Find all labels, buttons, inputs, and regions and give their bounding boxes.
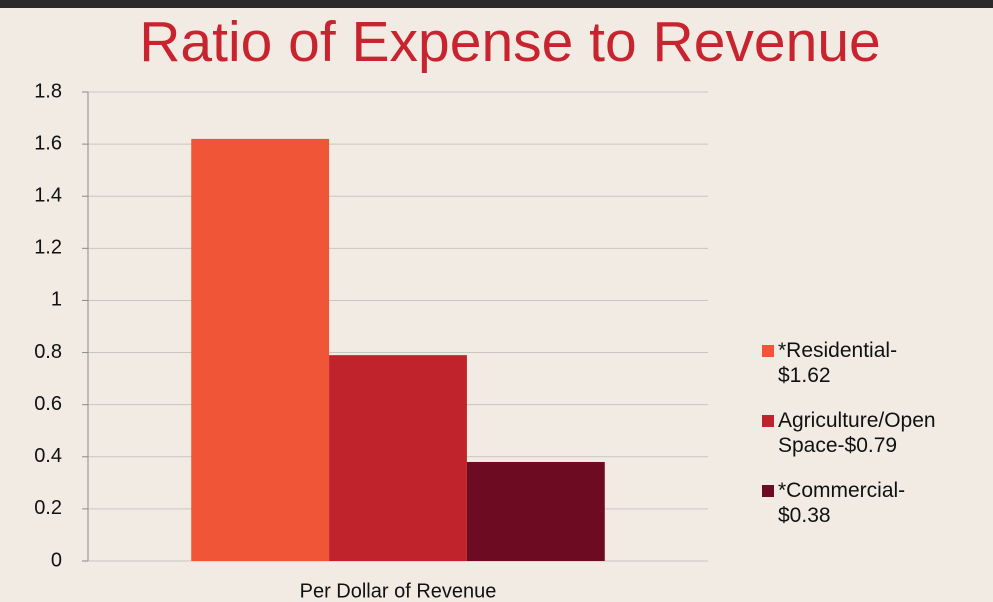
y-tick-label: 1: [51, 289, 62, 311]
legend-item: Agriculture/Open Space-$0.79: [762, 408, 992, 458]
legend-item: *Commercial- $0.38: [762, 478, 992, 528]
bar: [329, 355, 467, 561]
legend-label: *Residential- $1.62: [778, 339, 898, 387]
y-tick-label: 0: [51, 549, 62, 571]
legend-label: *Commercial- $0.38: [778, 479, 906, 527]
legend-swatch: [762, 485, 774, 497]
y-tick-label: 1.6: [34, 132, 62, 154]
bar: [466, 461, 605, 561]
legend-label: Agriculture/Open Space-$0.79: [778, 409, 936, 457]
legend-item: *Residential- $1.62: [762, 338, 992, 388]
legend: *Residential- $1.62 Agriculture/Open Spac…: [762, 338, 992, 548]
y-tick-label: 0.6: [34, 393, 62, 415]
bar: [191, 138, 330, 561]
y-tick-label: 0.8: [34, 341, 62, 363]
x-tick-label: Per Dollar of Revenue: [300, 580, 497, 602]
y-tick-label: 1.8: [34, 80, 62, 102]
top-bar: [0, 0, 993, 8]
y-tick-label: 0.4: [34, 445, 62, 467]
legend-swatch: [762, 415, 774, 427]
y-tick-label: 0.2: [34, 497, 62, 519]
chart-title: Ratio of Expense to Revenue: [139, 10, 880, 74]
legend-swatch: [762, 345, 774, 357]
y-tick-label: 1.4: [34, 185, 62, 207]
y-tick-label: 1.2: [34, 237, 62, 259]
